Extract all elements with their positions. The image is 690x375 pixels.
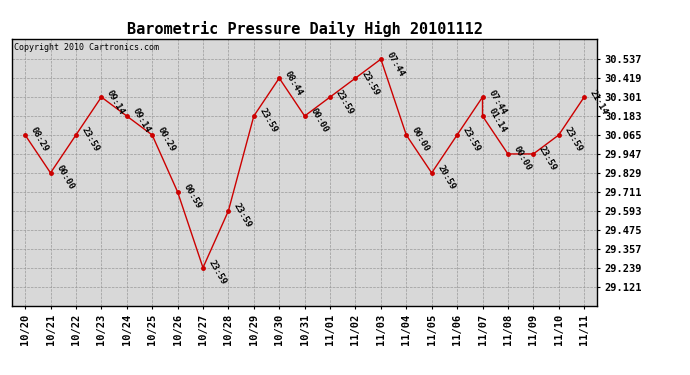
Text: 00:00: 00:00 <box>308 107 330 135</box>
Text: Copyright 2010 Cartronics.com: Copyright 2010 Cartronics.com <box>14 44 159 52</box>
Text: 23:59: 23:59 <box>334 88 355 116</box>
Text: 08:29: 08:29 <box>29 126 50 154</box>
Text: 23:59: 23:59 <box>80 126 101 154</box>
Text: 23:59: 23:59 <box>562 126 584 154</box>
Text: 08:44: 08:44 <box>283 69 304 97</box>
Text: 07:44: 07:44 <box>385 50 406 78</box>
Text: 23:59: 23:59 <box>537 145 558 172</box>
Text: 01:14: 01:14 <box>486 107 508 135</box>
Text: 23:59: 23:59 <box>233 202 253 229</box>
Text: 09:14: 09:14 <box>130 107 152 135</box>
Text: 23:59: 23:59 <box>359 69 380 97</box>
Text: 23:59: 23:59 <box>207 259 228 286</box>
Text: 00:59: 00:59 <box>181 183 203 211</box>
Text: 00:00: 00:00 <box>410 126 431 154</box>
Text: 21:14: 21:14 <box>588 88 609 116</box>
Text: 00:29: 00:29 <box>156 126 177 154</box>
Text: 23:59: 23:59 <box>461 126 482 154</box>
Title: Barometric Pressure Daily High 20101112: Barometric Pressure Daily High 20101112 <box>127 21 482 37</box>
Text: 07:44: 07:44 <box>486 88 508 116</box>
Text: 00:00: 00:00 <box>512 145 533 172</box>
Text: 20:59: 20:59 <box>435 164 457 192</box>
Text: 09:14: 09:14 <box>105 88 126 116</box>
Text: 23:59: 23:59 <box>257 107 279 135</box>
Text: 00:00: 00:00 <box>55 164 76 192</box>
